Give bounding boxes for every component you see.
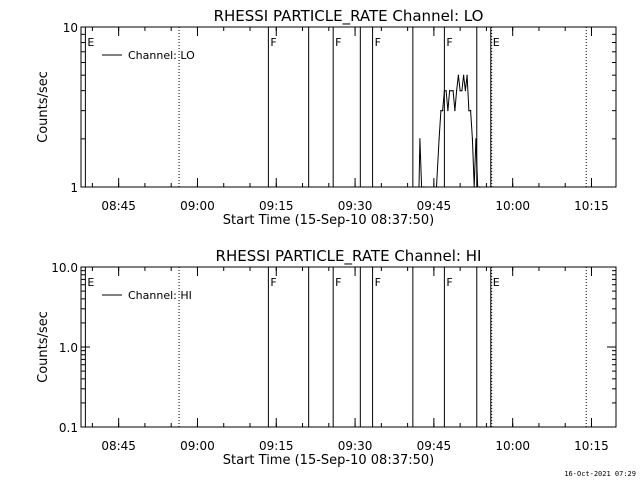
legend-label: Channel: LO — [128, 49, 195, 62]
data-point — [424, 186, 426, 188]
y-axis-label: Counts/sec — [36, 311, 51, 383]
data-point — [449, 90, 451, 92]
data-point — [445, 90, 447, 92]
event-marker-label: F — [375, 276, 381, 289]
data-point — [466, 74, 468, 76]
event-marker-label: E — [493, 36, 500, 49]
x-tick-label: 09:15 — [259, 199, 294, 213]
data-point — [422, 186, 424, 188]
data-point — [473, 186, 475, 188]
y-tick-label: 1 — [70, 181, 78, 195]
x-tick-label: 09:45 — [417, 199, 452, 213]
legend-label: Channel: HI — [128, 289, 192, 302]
data-point — [470, 110, 472, 112]
data-point — [456, 90, 458, 92]
x-tick-label: 09:00 — [180, 439, 215, 453]
data-point — [442, 110, 444, 112]
x-tick-label: 09:30 — [338, 439, 373, 453]
x-tick-label: 09:15 — [259, 439, 294, 453]
data-point — [438, 138, 440, 140]
event-marker-label: F — [270, 276, 276, 289]
event-marker-label: F — [446, 36, 452, 49]
x-tick-label: 09:00 — [180, 199, 215, 213]
event-marker-label: E — [87, 276, 94, 289]
x-tick-label: 08:45 — [101, 439, 136, 453]
chart-title: RHESSI PARTICLE_RATE Channel: LO — [214, 7, 484, 26]
x-axis-label: Start Time (15-Sep-10 08:37:50) — [223, 213, 434, 228]
event-marker-label: E — [493, 276, 500, 289]
event-marker-label: F — [270, 36, 276, 49]
x-tick-label: 09:45 — [417, 439, 452, 453]
event-marker-label: F — [446, 276, 452, 289]
chart-panel-1 — [80, 26, 617, 188]
data-point — [414, 186, 417, 188]
y-tick-label: 0.1 — [59, 421, 78, 435]
x-tick-label: 10:15 — [574, 439, 609, 453]
series-line — [415, 75, 480, 188]
data-point — [435, 186, 438, 188]
data-point — [440, 110, 442, 112]
y-tick-label: 1.0 — [59, 341, 78, 355]
event-marker-label: E — [87, 36, 94, 49]
x-tick-label: 09:30 — [338, 199, 373, 213]
event-marker-label: F — [335, 36, 341, 49]
plot-frame — [80, 26, 617, 188]
chart-title: RHESSI PARTICLE_RATE Channel: HI — [216, 247, 482, 266]
data-point — [471, 138, 473, 140]
y-tick-label: 10.0 — [51, 261, 78, 275]
chart-panel-2 — [80, 266, 617, 428]
x-tick-label: 08:45 — [101, 199, 136, 213]
data-point — [447, 110, 449, 112]
x-axis-label: Start Time (15-Sep-10 08:37:50) — [223, 453, 434, 468]
x-tick-label: 10:00 — [495, 439, 530, 453]
data-point — [452, 90, 454, 92]
event-marker-label: F — [335, 276, 341, 289]
data-point — [418, 186, 420, 188]
data-point — [478, 186, 481, 188]
event-marker-label: F — [375, 36, 381, 49]
generation-timestamp: 16-Oct-2021 07:29 — [564, 470, 636, 478]
x-tick-label: 10:15 — [574, 199, 609, 213]
data-point — [443, 90, 445, 92]
data-point — [477, 186, 479, 188]
data-point — [459, 90, 461, 92]
data-point — [463, 74, 465, 76]
data-point — [461, 90, 463, 92]
data-point — [450, 90, 452, 92]
data-point — [421, 186, 423, 188]
x-tick-label: 10:00 — [495, 199, 530, 213]
data-point — [468, 110, 470, 112]
y-tick-label: 10 — [63, 21, 78, 35]
data-point — [464, 90, 466, 92]
data-point — [475, 138, 477, 140]
data-point — [454, 110, 456, 112]
data-point — [457, 74, 459, 76]
data-point — [419, 138, 421, 140]
y-axis-label: Counts/sec — [36, 71, 51, 143]
